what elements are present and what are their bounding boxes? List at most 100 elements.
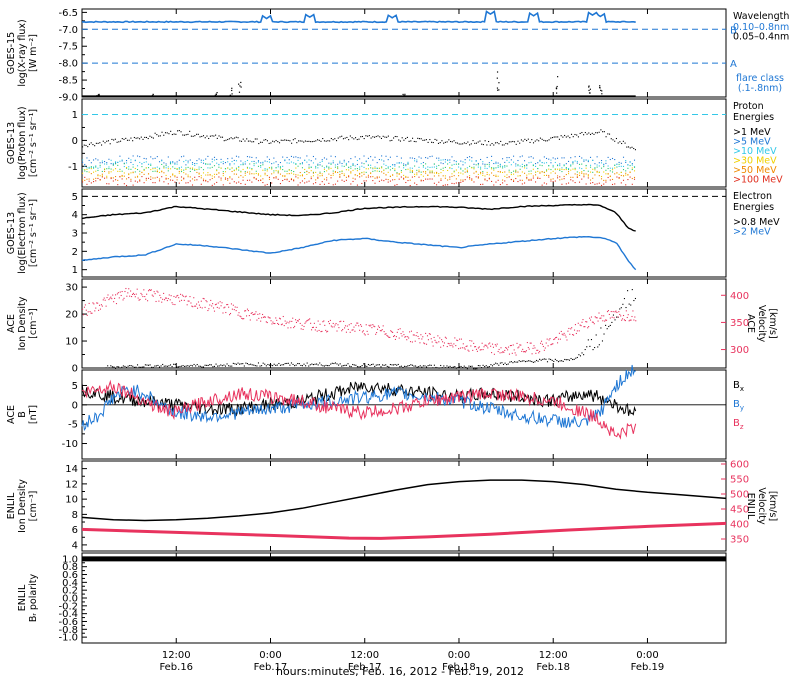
proton-point [625, 160, 627, 162]
ace-plasma-point [444, 367, 446, 369]
proton-point [202, 162, 205, 164]
proton-point [550, 162, 552, 164]
proton-point [403, 178, 405, 180]
ace-plasma-point [627, 314, 629, 316]
proton-point [405, 164, 407, 166]
proton-point [268, 167, 271, 169]
ace-plasma-point [332, 322, 334, 325]
proton-point [561, 178, 563, 180]
ace-plasma-point [616, 311, 618, 314]
ace-plasma-point [605, 319, 607, 321]
proton-point [341, 172, 343, 174]
proton-point [92, 171, 95, 173]
ace-plasma-point [221, 302, 223, 304]
proton-point [286, 178, 288, 180]
ace-plasma-point [241, 317, 243, 319]
proton-point [477, 176, 479, 178]
proton-point [462, 170, 464, 172]
proton-point [473, 172, 475, 174]
proton-point [176, 168, 178, 170]
ace-plasma-point [413, 334, 415, 336]
ace-plasma-point [88, 302, 90, 304]
proton-point [111, 138, 113, 140]
y-axis-label: GOES-15 [6, 32, 17, 74]
proton-point [356, 159, 358, 162]
ace-plasma-point [127, 365, 129, 367]
y2-axis-label: Velocity [756, 305, 767, 343]
proton-point [117, 170, 119, 172]
proton-point [629, 176, 631, 178]
proton-point [392, 167, 394, 169]
ace-plasma-point [311, 329, 313, 331]
ace-plasma-point [482, 364, 484, 366]
ace-plasma-point [226, 363, 228, 365]
proton-point [178, 129, 180, 132]
proton-point [381, 159, 383, 161]
proton-point [343, 173, 345, 175]
ace-plasma-point [381, 329, 383, 331]
ace-plasma-point [518, 360, 520, 362]
proton-point [543, 162, 545, 164]
ace-plasma-point [430, 364, 432, 366]
y-tick-label: 1.0 [62, 554, 78, 565]
ace-plasma-point [156, 290, 158, 292]
ace-plasma-point [250, 363, 252, 365]
proton-point [189, 159, 191, 161]
proton-point [458, 143, 460, 145]
proton-point [165, 165, 167, 167]
proton-point [603, 171, 605, 173]
legend-footnote: flare class [736, 73, 784, 84]
ace-plasma-point [548, 358, 550, 360]
ace-plasma-point [594, 346, 596, 349]
y-axis-label: GOES-13 [6, 212, 17, 254]
proton-point [409, 169, 411, 171]
y-axis-label: ENLIL [17, 584, 28, 611]
ace-plasma-point [608, 325, 610, 328]
y2-tick-label: 450 [730, 505, 749, 516]
ace-plasma-point [152, 366, 154, 368]
proton-point [372, 136, 374, 138]
proton-point [356, 163, 358, 166]
date-tick-label: Feb.18 [442, 662, 476, 673]
proton-point [123, 172, 125, 174]
proton-point [396, 155, 398, 157]
proton-point [282, 139, 284, 141]
ace-plasma-point [456, 339, 458, 341]
ace-plasma-point [441, 367, 443, 369]
proton-point [379, 136, 381, 138]
ace-plasma-point [424, 365, 426, 367]
proton-point [108, 166, 110, 168]
ace-plasma-point [319, 362, 321, 364]
proton-point [532, 142, 535, 144]
proton-point [88, 171, 90, 173]
ace-plasma-point [306, 362, 308, 364]
proton-point [409, 179, 411, 181]
proton-point [581, 168, 583, 170]
proton-point [95, 165, 97, 167]
proton-point [576, 176, 578, 178]
proton-point [462, 164, 464, 166]
ace-plasma-point [491, 365, 494, 367]
legend-entry: Bz [733, 418, 744, 431]
ace-plasma-point [399, 328, 401, 330]
proton-point [431, 170, 433, 172]
proton-point [352, 180, 354, 183]
proton-point [150, 178, 152, 180]
proton-point [244, 174, 246, 176]
proton-point [299, 182, 301, 184]
proton-point [213, 159, 216, 161]
proton-point [365, 180, 367, 182]
series-yellow [82, 166, 636, 178]
proton-point [434, 138, 436, 140]
proton-point [275, 170, 277, 172]
proton-point [559, 179, 561, 181]
legend-title: Wavelength [733, 11, 789, 22]
proton-point [545, 183, 548, 185]
ace-plasma-point [311, 326, 314, 329]
ace-plasma-point [321, 330, 323, 332]
ace-plasma-point [621, 319, 623, 321]
ace-plasma-point [341, 330, 343, 332]
proton-point [416, 174, 418, 176]
proton-point [453, 163, 455, 165]
proton-point [553, 136, 555, 138]
